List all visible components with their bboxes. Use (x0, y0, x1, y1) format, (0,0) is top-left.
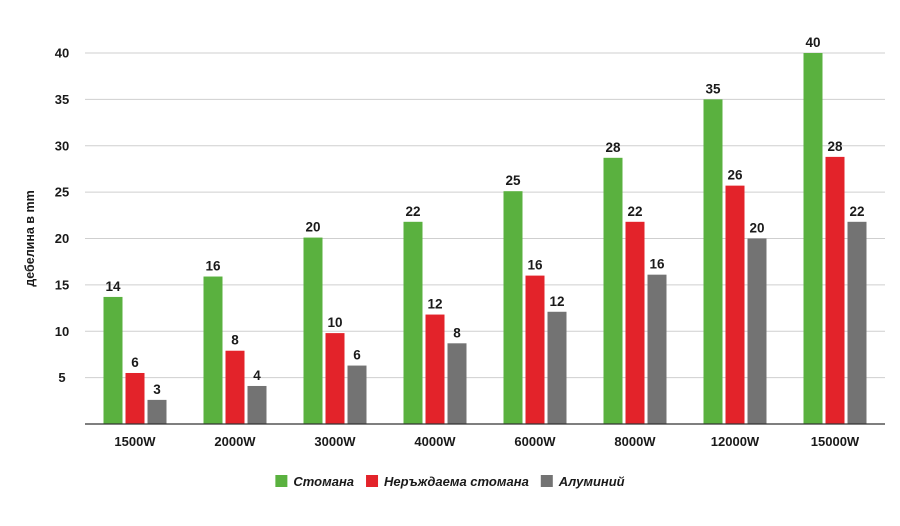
bar (247, 385, 267, 424)
bar-value-label: 16 (205, 259, 221, 274)
x-tick-label: 4000W (414, 434, 456, 449)
bars (103, 53, 867, 424)
bar-value-label: 22 (405, 204, 420, 219)
x-tick-label: 2000W (214, 434, 256, 449)
bar (325, 333, 345, 424)
bar-value-label: 3 (153, 382, 161, 397)
bar (603, 157, 623, 424)
y-tick-label: 20 (55, 231, 69, 246)
bar-value-label: 8 (231, 333, 239, 348)
bar-value-label: 14 (105, 279, 121, 294)
bar-value-label: 20 (305, 220, 320, 235)
value-labels: 1463168420106221282516122822163526204028… (105, 35, 864, 397)
legend-swatch (275, 475, 288, 487)
legend-label: Алуминий (558, 474, 625, 489)
legend-swatch (540, 475, 553, 487)
x-tick-label: 1500W (114, 434, 156, 449)
bar (825, 156, 845, 424)
bar-value-label: 20 (749, 221, 764, 236)
x-tick-label: 15000W (811, 434, 860, 449)
bar-value-label: 4 (253, 368, 261, 383)
bar-value-label: 28 (827, 139, 843, 154)
bar (103, 296, 123, 424)
bar (503, 191, 523, 424)
y-tick-label: 10 (55, 324, 69, 339)
bar-value-label: 12 (549, 294, 564, 309)
bar-value-label: 10 (327, 315, 342, 330)
y-tick-label: 30 (55, 138, 69, 153)
y-tick-label: 25 (55, 185, 69, 200)
bar (725, 185, 745, 424)
bar (647, 274, 667, 424)
y-axis-title: дебелина в mm (23, 190, 37, 286)
bar-value-label: 6 (353, 348, 361, 363)
bar-value-label: 25 (505, 173, 521, 188)
bar-value-label: 16 (649, 257, 665, 272)
bar-value-label: 28 (605, 140, 621, 155)
bar (147, 399, 167, 424)
bar (847, 221, 867, 424)
x-tick-label: 6000W (514, 434, 556, 449)
bar-value-label: 6 (131, 355, 139, 370)
x-tick-label: 3000W (314, 434, 356, 449)
bar (303, 237, 323, 424)
y-tick-label: 15 (55, 277, 69, 292)
bar-value-label: 22 (849, 204, 864, 219)
bar (447, 343, 467, 424)
bar-value-label: 22 (627, 204, 642, 219)
bar (347, 365, 367, 424)
x-tick-label: 8000W (614, 434, 656, 449)
bar (525, 275, 545, 424)
y-tick-label: 40 (55, 46, 69, 61)
bar-value-label: 35 (705, 81, 721, 96)
bar (425, 314, 445, 424)
legend-label: Стомана (293, 474, 354, 489)
bar-value-label: 8 (453, 325, 461, 340)
bar (703, 99, 723, 424)
bar-value-label: 16 (527, 258, 543, 273)
x-tick-label: 12000W (711, 434, 760, 449)
bar (547, 311, 567, 424)
bar-value-label: 12 (427, 297, 442, 312)
bar (803, 53, 823, 424)
bar (747, 238, 767, 424)
y-tick-label: 5 (58, 370, 65, 385)
bar (625, 221, 645, 424)
y-axis-ticks: 5 10 15 20 25 30 35 40 (55, 46, 69, 386)
legend: Стомана Неръждаема стомана Алуминий (275, 474, 625, 489)
x-axis-ticks: 1500W 2000W 3000W 4000W 6000W 8000W 12000W 1500… (114, 434, 860, 449)
legend-swatch (366, 475, 379, 487)
bar (125, 372, 145, 424)
bar-value-label: 40 (805, 35, 820, 50)
bar (203, 276, 223, 424)
bar-value-label: 26 (727, 168, 743, 183)
y-tick-label: 35 (55, 92, 69, 107)
legend-label: Неръждаема стомана (384, 474, 529, 489)
bar (225, 350, 245, 424)
bar (403, 221, 423, 424)
